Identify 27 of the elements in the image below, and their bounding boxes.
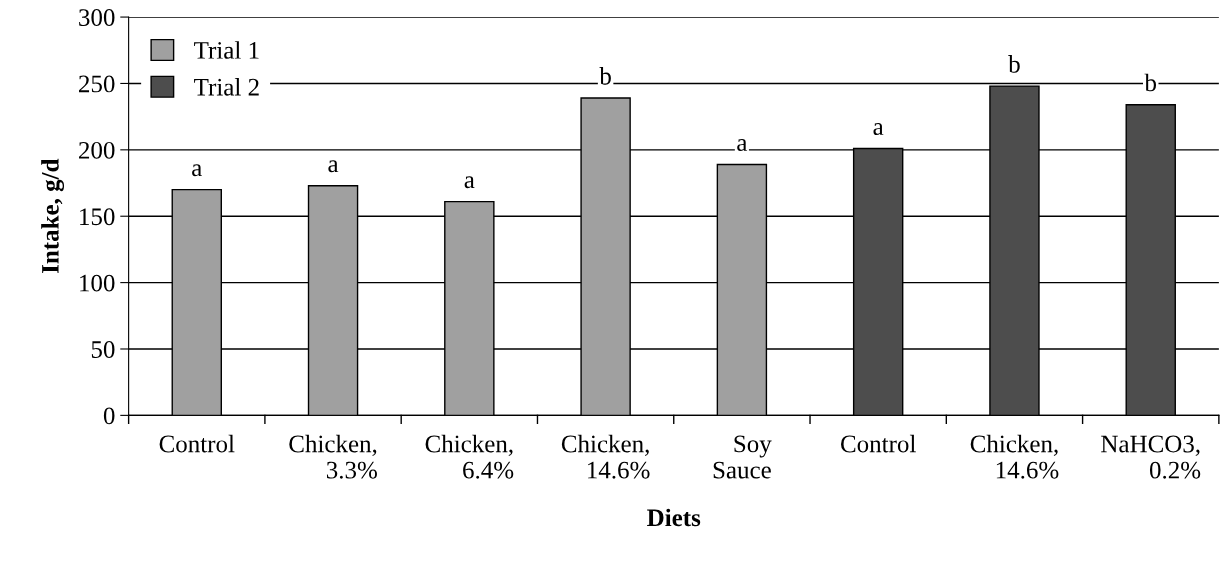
data-label: a — [737, 139, 748, 152]
y-tick-label: 50 — [91, 341, 115, 358]
legend-label: Trial 2 — [194, 78, 259, 96]
data-label: b — [599, 67, 611, 85]
y-tick-label: 300 — [79, 9, 115, 26]
x-tick-label: Chicken, 6.4% — [425, 434, 514, 479]
x-axis-title: Diets — [647, 508, 701, 527]
data-label: b — [1008, 55, 1020, 73]
y-tick-label: 250 — [79, 75, 115, 93]
x-tick-label: NaHCO3, 0.2% — [1101, 435, 1201, 479]
y-tick-label: 100 — [80, 274, 115, 292]
x-tick-label: Chicken, 3.3% — [289, 434, 377, 479]
x-tick-label: Chicken, 14.6% — [561, 434, 650, 479]
data-label: a — [873, 123, 884, 136]
data-label: a — [192, 164, 202, 177]
x-tick-label: Soy Sauce — [713, 435, 772, 479]
y-tick-label: 150 — [80, 208, 115, 226]
data-label: a — [464, 176, 475, 189]
data-label: b — [1144, 73, 1157, 92]
legend-label: Trial 1 — [194, 41, 259, 59]
x-tick-label: Chicken, 14.6% — [970, 434, 1059, 479]
x-tick-label: Control — [841, 434, 916, 453]
y-axis-title: Intake, g/d — [41, 158, 65, 274]
y-tick-label: 200 — [79, 141, 115, 159]
y-tick-label: 0 — [103, 407, 115, 425]
data-label: a — [328, 160, 339, 173]
x-tick-label: Control — [159, 434, 235, 453]
